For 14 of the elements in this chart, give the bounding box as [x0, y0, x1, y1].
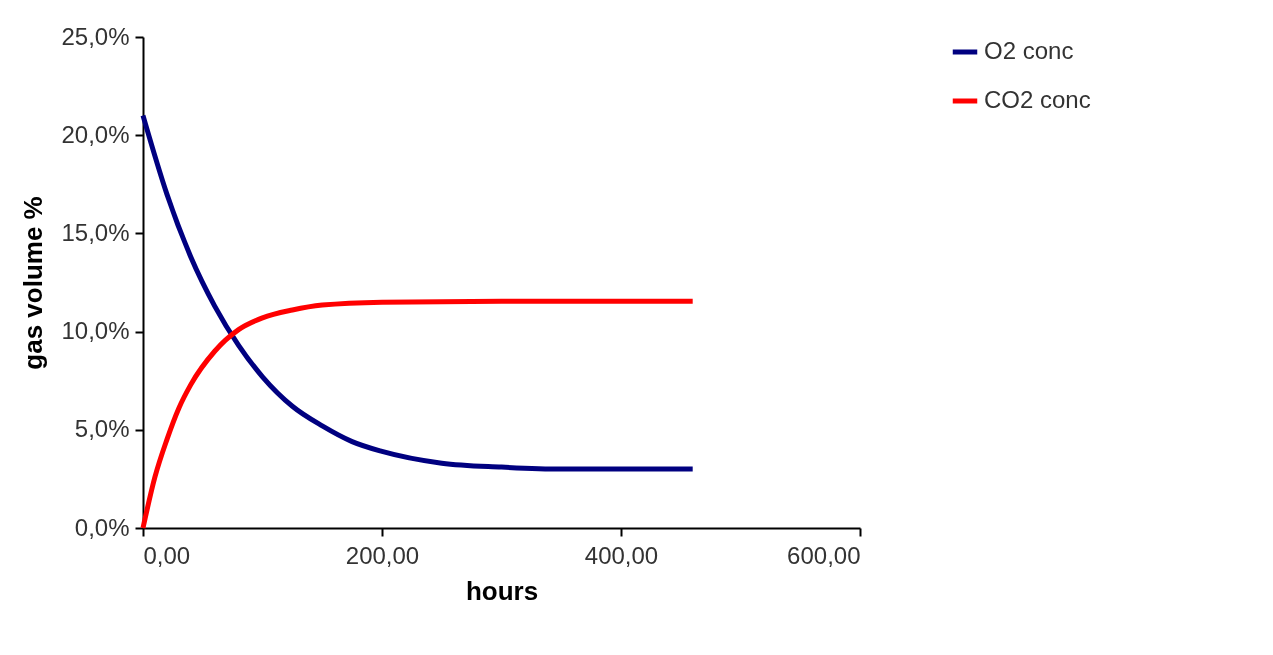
x-tick-label: 200,00	[345, 541, 420, 569]
legend-label: O2 conc	[984, 37, 1074, 64]
y-tick-label: 10,0%	[61, 317, 130, 345]
y-tick-label: 5,0%	[74, 415, 130, 443]
y-tick-label: 0,0%	[74, 513, 130, 541]
x-tick-label: 0,00	[143, 541, 191, 569]
legend-label: CO2 conc	[984, 86, 1091, 113]
y-tick-label: 25,0%	[61, 22, 130, 50]
y-tick-label: 20,0%	[61, 120, 130, 148]
y-tick-label: 15,0%	[61, 218, 130, 246]
x-axis-title: hours	[465, 575, 539, 606]
x-tick-label: 400,00	[584, 541, 659, 569]
x-tick-label: 600,00	[787, 541, 861, 569]
y-axis-title: gas volume %	[18, 196, 49, 370]
